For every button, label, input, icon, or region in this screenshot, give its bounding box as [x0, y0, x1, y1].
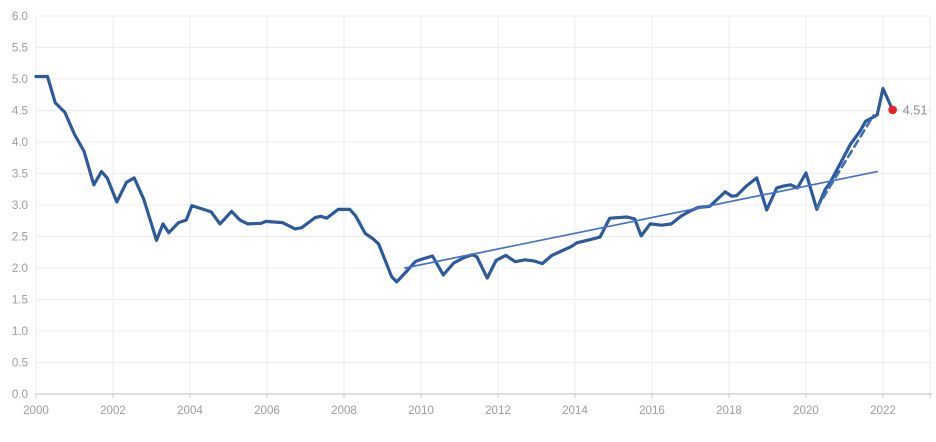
y-tick-label: 3.5 [12, 168, 28, 181]
x-tick-label: 2010 [408, 404, 434, 417]
y-tick-label: 2.5 [12, 231, 28, 244]
x-axis-labels: 2000 2002 2004 2006 2008 2010 2012 2014 2016 2018… [23, 404, 896, 417]
x-tick-label: 2004 [177, 404, 203, 417]
x-tick-label: 2006 [254, 404, 280, 417]
y-tick-label: 4.5 [12, 105, 28, 118]
y-tick-label: 0.0 [12, 388, 28, 401]
x-tick-label: 2016 [639, 404, 665, 417]
x-tick-label: 2022 [870, 404, 896, 417]
x-axis [35, 393, 932, 398]
x-tick-label: 2008 [331, 404, 357, 417]
y-tick-label: 5.5 [12, 42, 28, 55]
x-tick-label: 2020 [793, 404, 819, 417]
y-tick-label: 1.5 [12, 294, 28, 307]
x-tick-label: 2012 [485, 404, 511, 417]
y-tick-label: 0.5 [12, 357, 28, 370]
y-tick-label: 3.0 [12, 199, 28, 212]
x-tick-label: 2018 [716, 404, 742, 417]
y-tick-label: 4.0 [12, 136, 28, 149]
y-axis-labels: 0.0 0.5 1.0 1.5 2.0 2.5 3.0 3.5 4.0 4.5 5.0 5.5 6.0 [12, 10, 28, 401]
x-tick-label: 2002 [100, 404, 126, 417]
x-tick-label: 2014 [562, 404, 588, 417]
x-tick-label: 2000 [23, 404, 49, 417]
y-tick-label: 6.0 [12, 10, 28, 23]
gridlines [35, 15, 932, 394]
series-projection [815, 114, 875, 210]
y-tick-label: 2.0 [12, 262, 28, 275]
series-trend [403, 170, 879, 269]
latest-value-label: 4.51 [903, 102, 928, 117]
latest-value-dot [888, 105, 897, 115]
series-actual [34, 74, 895, 284]
y-tick-label: 1.0 [12, 325, 28, 338]
y-tick-label: 5.0 [12, 73, 28, 86]
